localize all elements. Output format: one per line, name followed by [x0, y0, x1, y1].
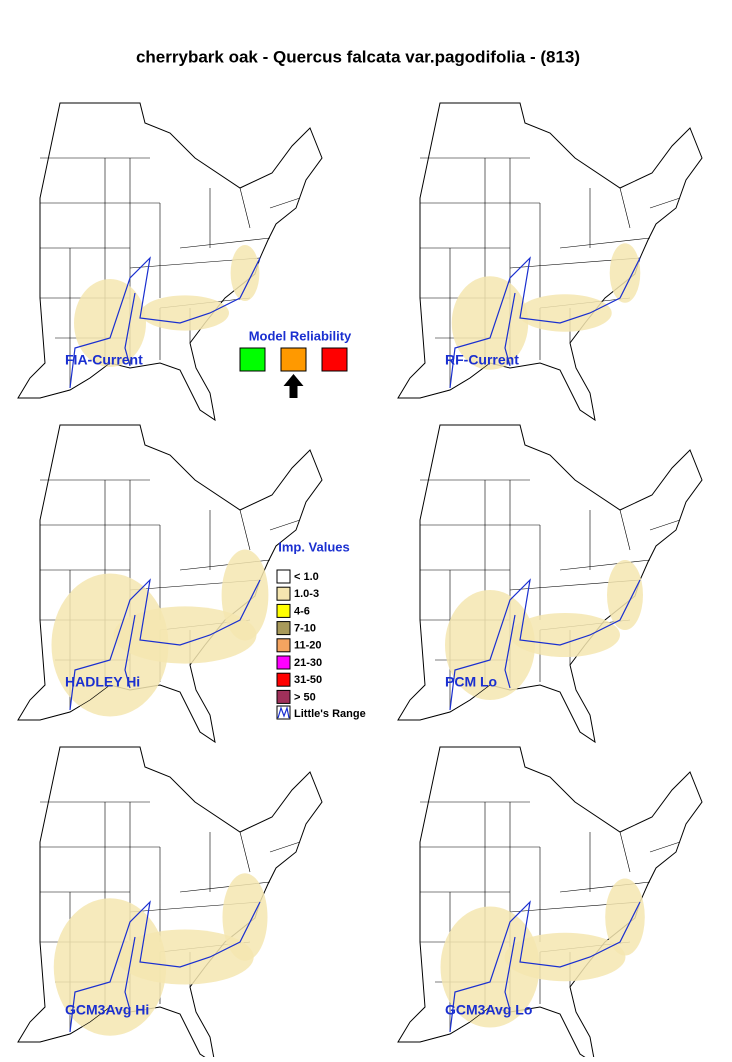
state-borders [398, 362, 491, 399]
habitat-area [445, 590, 535, 700]
state-map [17, 102, 323, 421]
littles-range [449, 578, 641, 711]
figure-title: cherrybark oak - Quercus falcata var.pag… [136, 47, 580, 66]
reliability-box [239, 347, 266, 372]
legend-title: Imp. Values [278, 539, 350, 554]
state-borders [398, 1006, 491, 1043]
legend-swatch [276, 655, 291, 670]
habitat-area [230, 245, 260, 301]
littles-range [69, 900, 261, 1033]
map-panel: GCM3Avg Lo [397, 746, 703, 1062]
reliability-box [321, 347, 348, 372]
habitat-area [451, 276, 529, 370]
legend-swatch [276, 603, 291, 618]
range-label: Little's Range [294, 708, 366, 720]
habitat-area [607, 560, 643, 630]
legend-label: 1.0-3 [294, 588, 319, 600]
legend-label: < 1.0 [294, 571, 319, 583]
littles-range [449, 900, 641, 1033]
legend-label: 31-50 [294, 674, 322, 686]
habitat-area [51, 573, 169, 717]
state-map [397, 102, 703, 421]
map-label: HADLEY Hi [65, 674, 140, 690]
legend-label: > 50 [294, 691, 316, 703]
habitat-area [609, 243, 641, 303]
legend-swatch [276, 689, 291, 704]
legend-swatch [276, 672, 291, 687]
state-map [397, 424, 703, 743]
habitat-area [605, 878, 645, 956]
map-label: FIA-Current [65, 352, 143, 368]
reliability-box [280, 347, 307, 372]
legend-label: 7-10 [294, 623, 316, 635]
habitat-area [518, 294, 612, 332]
habitat-area [113, 606, 257, 664]
state-borders [18, 362, 111, 399]
reliability-arrow [283, 374, 304, 398]
state-borders [398, 684, 491, 721]
habitat-area [116, 929, 254, 985]
state-map [17, 746, 323, 1062]
state-borders [18, 684, 111, 721]
map-panel: FIA-Current [17, 102, 323, 421]
map-panel: PCM Lo [397, 424, 703, 743]
legend-swatch [276, 638, 291, 653]
legend-swatch [276, 586, 291, 601]
habitat-area [510, 613, 620, 657]
state-map [397, 746, 703, 1062]
map-panel: GCM3Avg Hi [17, 746, 323, 1062]
legend-swatch [276, 569, 291, 584]
habitat-area [141, 295, 229, 331]
habitat-area [53, 898, 167, 1036]
legend-label: 11-20 [294, 640, 322, 652]
legend-label: 21-30 [294, 657, 322, 669]
map-panel: RF-Current [397, 102, 703, 421]
state-borders [18, 1006, 111, 1043]
legend-swatch [276, 621, 291, 636]
habitat-area [504, 932, 626, 982]
map-label: GCM3Avg Hi [65, 1002, 149, 1018]
range-icon [277, 705, 290, 719]
littles-range [69, 578, 261, 711]
map-panel: HADLEY Hi [17, 424, 323, 743]
state-map [17, 424, 323, 743]
map-label: PCM Lo [445, 674, 497, 690]
reliability-title: Model Reliability [249, 328, 352, 343]
habitat-area [222, 873, 268, 961]
littles-range [69, 256, 261, 389]
habitat-area [74, 279, 146, 367]
map-panels: FIA-Current RF-Current HADLEY Hi PCM Lo GCM3… [17, 102, 703, 1062]
legend-label: 4-6 [294, 605, 310, 617]
habitat-area [440, 906, 540, 1028]
habitat-area [221, 549, 269, 641]
littles-range [449, 256, 641, 389]
map-label: RF-Current [445, 352, 519, 368]
map-label: GCM3Avg Lo [445, 1002, 532, 1018]
